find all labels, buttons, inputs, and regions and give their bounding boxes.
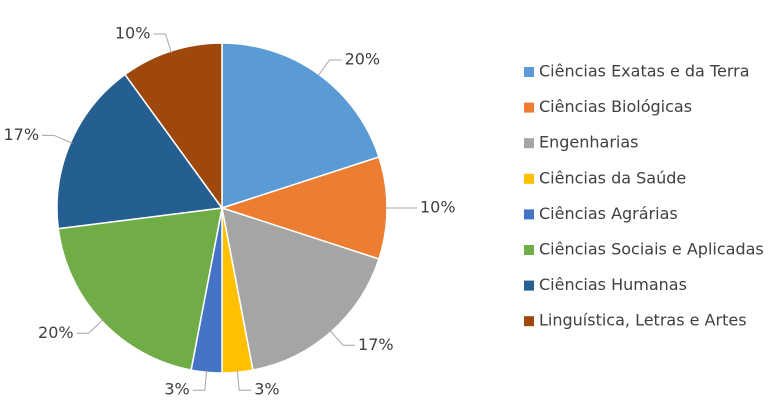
leader-line (42, 134, 73, 144)
legend-label: Ciências da Saúde (539, 168, 686, 187)
leader-line (317, 59, 342, 77)
legend-swatch (524, 67, 534, 77)
leader-line (76, 319, 104, 334)
data-label: 3% (254, 380, 279, 399)
legend-swatch (524, 280, 534, 291)
legend-label: Ciências Exatas e da Terra (539, 62, 750, 81)
legend-label: Ciências Sociais e Aplicadas (539, 240, 764, 259)
leader-line (329, 329, 356, 346)
data-label: 17% (358, 335, 394, 354)
legend-swatch (524, 102, 534, 113)
legend-label: Ciências Agrárias (539, 204, 678, 223)
data-label: 10% (420, 198, 456, 217)
legend-swatch (524, 173, 534, 184)
leader-line (153, 33, 173, 54)
data-label: 3% (164, 380, 189, 399)
legend-label: Ciências Humanas (539, 275, 687, 294)
leader-line (192, 370, 208, 391)
legend-label: Linguística, Letras e Artes (539, 311, 747, 330)
legend-label: Ciências Biológicas (539, 97, 692, 116)
data-label: 20% (38, 323, 74, 342)
data-label: 17% (3, 125, 39, 144)
legend-swatch (524, 316, 534, 327)
legend-swatch (524, 209, 534, 220)
leader-line (236, 370, 252, 391)
data-label: 20% (345, 49, 381, 68)
legend-label: Engenharias (539, 133, 639, 152)
legend-swatch (524, 138, 534, 149)
data-label: 10% (115, 23, 151, 42)
legend-swatch (524, 245, 534, 255)
